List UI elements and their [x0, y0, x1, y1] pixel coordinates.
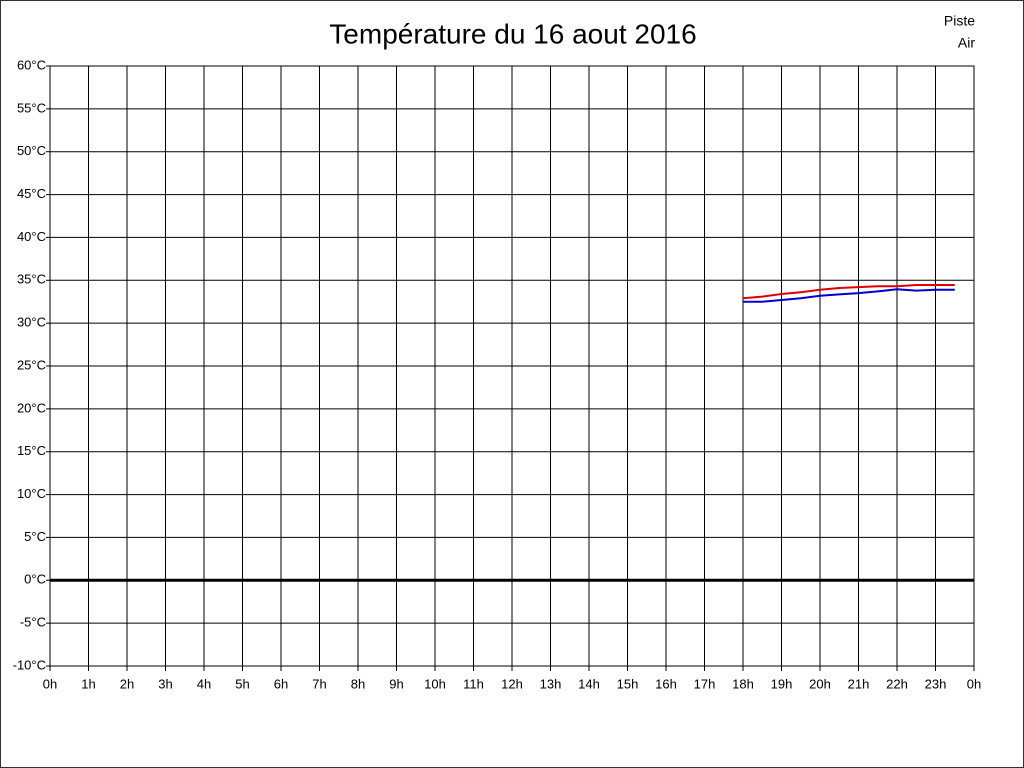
x-tick-label: 2h: [120, 676, 134, 691]
y-tick-label: 25°C: [17, 357, 46, 372]
y-tick-label: 5°C: [24, 529, 46, 544]
x-tick-label: 1h: [81, 676, 95, 691]
x-tick-label: 14h: [578, 676, 600, 691]
y-tick-label: 55°C: [17, 100, 46, 115]
x-tick-label: 8h: [351, 676, 365, 691]
x-tick-label: 0h: [967, 676, 981, 691]
y-tick-label: -10°C: [13, 657, 46, 672]
x-tick-label: 22h: [886, 676, 908, 691]
x-tick-label: 18h: [732, 676, 754, 691]
x-tick-label: 0h: [43, 676, 57, 691]
y-tick-label: 50°C: [17, 143, 46, 158]
y-tick-label: 20°C: [17, 400, 46, 415]
y-tick-label: 35°C: [17, 272, 46, 287]
x-tick-label: 17h: [694, 676, 716, 691]
legend-entry: Air: [958, 35, 975, 51]
x-tick-label: 6h: [274, 676, 288, 691]
y-tick-label: 40°C: [17, 229, 46, 244]
y-tick-label: 0°C: [24, 572, 46, 587]
x-tick-label: 13h: [540, 676, 562, 691]
x-tick-label: 23h: [925, 676, 947, 691]
y-tick-label: -5°C: [20, 615, 46, 630]
x-tick-label: 19h: [771, 676, 793, 691]
x-tick-label: 9h: [389, 676, 403, 691]
y-tick-label: 15°C: [17, 443, 46, 458]
legend-entry: Piste: [944, 13, 975, 29]
y-tick-label: 45°C: [17, 186, 46, 201]
x-tick-label: 10h: [424, 676, 446, 691]
chart-title: Température du 16 aout 2016: [329, 18, 696, 49]
x-tick-label: 12h: [501, 676, 523, 691]
x-tick-label: 11h: [463, 676, 484, 691]
x-tick-label: 5h: [235, 676, 249, 691]
x-tick-label: 16h: [655, 676, 677, 691]
y-tick-label: 10°C: [17, 486, 46, 501]
x-tick-label: 15h: [617, 676, 639, 691]
y-tick-label: 60°C: [17, 57, 46, 72]
x-tick-label: 4h: [197, 676, 211, 691]
series-line: [742, 284, 955, 300]
series-line: [743, 288, 955, 303]
x-tick-label: 7h: [312, 676, 326, 691]
x-tick-label: 21h: [848, 676, 870, 691]
x-tick-label: 3h: [158, 676, 172, 691]
x-tick-label: 20h: [809, 676, 831, 691]
y-tick-label: 30°C: [17, 315, 46, 330]
